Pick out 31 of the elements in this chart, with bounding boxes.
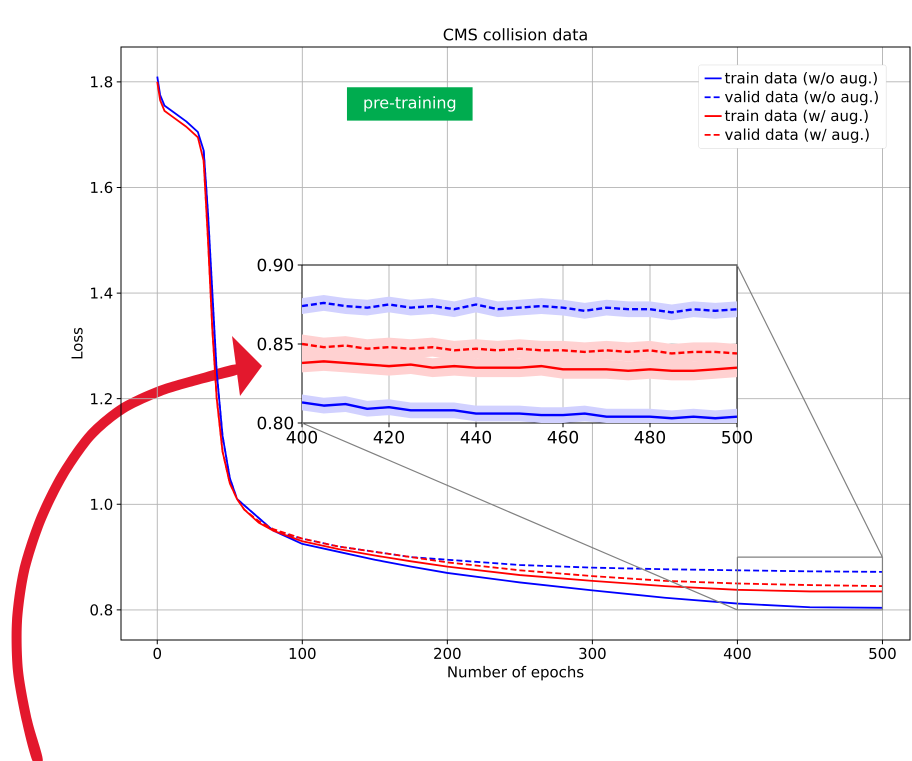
x-tick-label: 420 xyxy=(374,430,404,444)
x-tick-label: 460 xyxy=(548,430,578,444)
legend-label: valid data (w/ aug.) xyxy=(724,128,869,143)
x-tick-label: 200 xyxy=(434,648,461,660)
y-axis-title: Loss xyxy=(72,328,83,358)
y-tick-label: 1.2 xyxy=(91,393,112,404)
legend-label: train data (w/ aug.) xyxy=(724,110,868,124)
x-tick-label: 0 xyxy=(153,648,162,660)
y-tick-label: 0.90 xyxy=(258,258,294,272)
x-tick-label: 400 xyxy=(286,430,318,444)
line-series xyxy=(302,302,738,314)
legend-label: valid data (w/o aug.) xyxy=(724,90,878,106)
y-tick-label: 0.85 xyxy=(258,338,293,350)
y-tick-label: 1.0 xyxy=(91,498,112,510)
x-tick-label: 500 xyxy=(869,648,896,660)
x-tick-label: 440 xyxy=(460,430,492,444)
x-tick-label: 400 xyxy=(724,648,751,660)
x-tick-label: 300 xyxy=(579,648,606,660)
line-series xyxy=(302,342,738,355)
y-tick-label: 0.80 xyxy=(258,416,294,430)
x-tick-label: 500 xyxy=(722,430,752,444)
chart-title: CMS collision data xyxy=(444,28,587,40)
x-axis-title: Number of epochs xyxy=(448,666,584,680)
annotation: pre-training xyxy=(364,96,456,112)
y-tick-label: 1.4 xyxy=(91,288,112,299)
y-tick-label: 0.8 xyxy=(90,604,112,616)
x-tick-label: 480 xyxy=(634,430,666,444)
y-tick-label: 1.6 xyxy=(91,182,112,194)
x-tick-label: 100 xyxy=(290,648,316,660)
y-tick-label: 1.8 xyxy=(91,76,112,88)
legend-label: train data (w/o aug.) xyxy=(724,72,877,86)
